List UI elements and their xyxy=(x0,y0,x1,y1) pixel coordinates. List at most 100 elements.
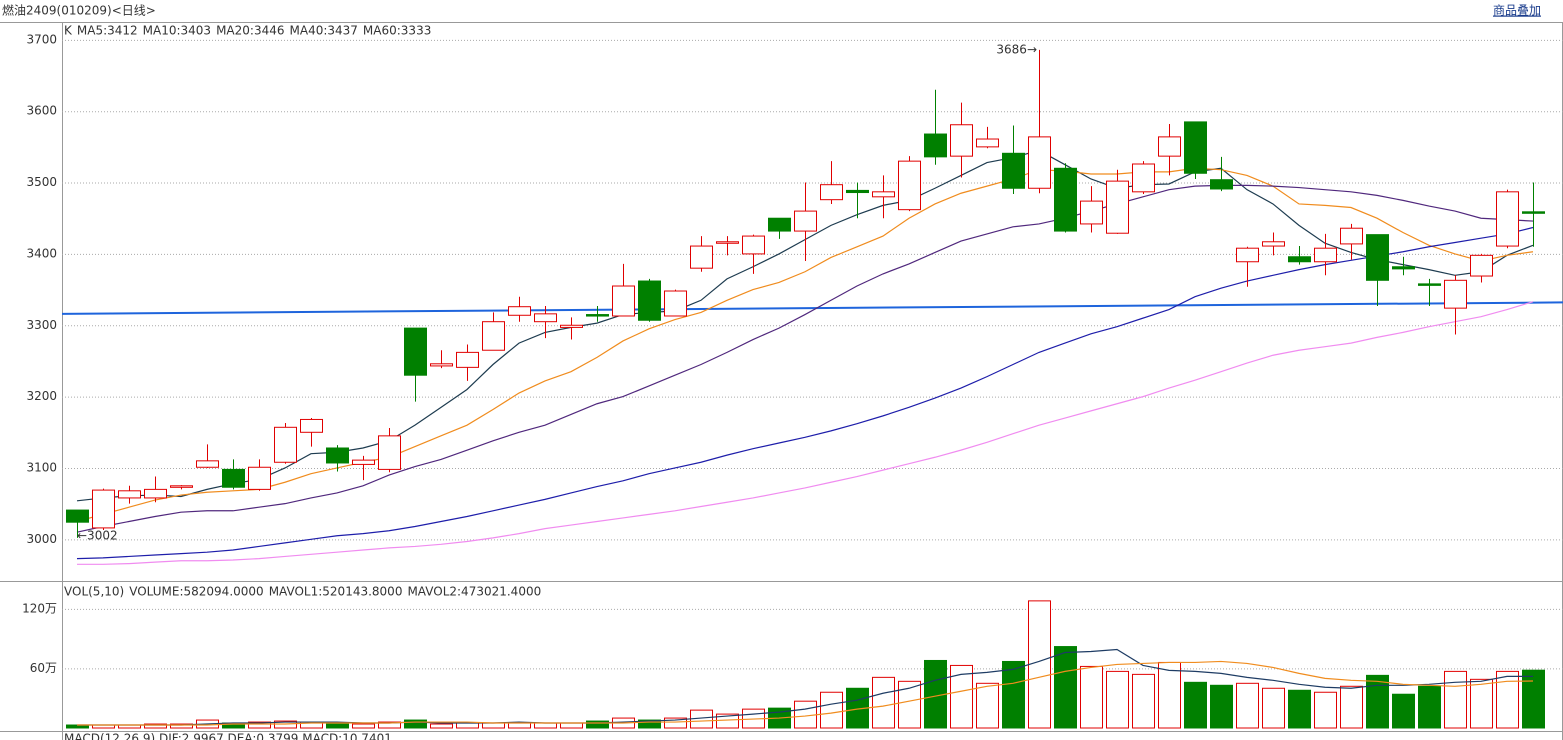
volume-bar xyxy=(1418,685,1441,729)
volume-bar xyxy=(664,717,687,729)
volume-bar xyxy=(1496,670,1519,729)
volume-bar xyxy=(326,723,349,729)
volume-bar xyxy=(430,723,453,729)
candle-body xyxy=(1080,200,1103,225)
candle-body xyxy=(794,210,817,232)
candle-body xyxy=(1444,279,1467,309)
candle-body xyxy=(482,321,505,351)
volume-bar xyxy=(1054,646,1077,729)
y-tick-label: 3000 xyxy=(26,532,57,546)
candle-body xyxy=(872,191,895,198)
candle-body xyxy=(950,124,973,157)
candle-body xyxy=(352,459,375,465)
candle-body xyxy=(1340,227,1363,245)
volume-bar xyxy=(638,719,661,729)
volume-bar xyxy=(1340,685,1363,729)
candle-body xyxy=(534,313,557,323)
candle-body xyxy=(326,447,349,464)
volume-bar xyxy=(1366,674,1389,729)
ma-line xyxy=(76,167,1534,523)
volume-bar xyxy=(1470,678,1493,729)
candle-body xyxy=(586,314,609,317)
header-title: 燃油2409(010209)<日线> xyxy=(2,3,156,18)
candle-body xyxy=(1522,211,1545,214)
volume-bar xyxy=(586,720,609,729)
ma-line xyxy=(76,184,1534,533)
volume-bar xyxy=(482,722,505,729)
candle-body xyxy=(1028,136,1051,189)
candle-body xyxy=(144,488,167,499)
y-tick-label: 120万 xyxy=(22,601,57,615)
volume-bar xyxy=(1106,670,1129,729)
trend-line xyxy=(61,301,1563,315)
candle-body xyxy=(430,363,453,367)
candle-body xyxy=(1418,283,1441,286)
legend-entry: MA20:3446 xyxy=(216,24,284,38)
volume-bar xyxy=(1314,691,1337,729)
volume-bar xyxy=(1158,661,1181,729)
candle-body xyxy=(742,235,765,255)
ma-line xyxy=(76,226,1534,560)
volume-bar xyxy=(1028,600,1051,729)
candle-body xyxy=(560,324,583,328)
volume-bar xyxy=(1080,665,1103,729)
volume-bar xyxy=(1184,681,1207,729)
volume-bar xyxy=(898,680,921,729)
volume-bar xyxy=(1444,670,1467,729)
volume-bar xyxy=(560,722,583,729)
y-tick-label: 3100 xyxy=(26,460,57,474)
overlay-button[interactable]: 商品叠加 xyxy=(1493,3,1541,18)
candle-body xyxy=(664,290,687,317)
volume-bar xyxy=(976,682,999,729)
candle-body xyxy=(768,217,791,232)
volume-bar xyxy=(170,723,193,729)
candle-body xyxy=(924,133,947,158)
volume-bar xyxy=(1210,684,1233,729)
volume-bar xyxy=(534,722,557,729)
candle-body xyxy=(1496,191,1519,247)
y-tick-label: 3500 xyxy=(26,175,57,189)
candle-body xyxy=(1184,121,1207,174)
legend-entry: MA60:3333 xyxy=(363,24,431,38)
candle-body xyxy=(508,306,531,316)
y-tick-label: 3300 xyxy=(26,318,57,332)
volume-bar xyxy=(1522,669,1545,729)
candle-body xyxy=(248,466,271,490)
ma-line xyxy=(77,301,1534,565)
volume-bar xyxy=(1288,689,1311,729)
candle-body xyxy=(1132,163,1155,193)
volume-bar xyxy=(1392,693,1415,729)
annotation: ←3002 xyxy=(77,528,118,542)
volume-bar xyxy=(1262,687,1285,729)
footer-text: MACD(12,26,9) DIF:2.9967 DEA:0.3799 MACD… xyxy=(64,732,392,740)
candle-body xyxy=(222,468,245,488)
candle-body xyxy=(1470,254,1493,277)
legend-entry: MA5:3412 xyxy=(77,24,138,38)
legend-entry: MAVOL1:520143.8000 xyxy=(269,585,403,599)
legend-entry: VOL(5,10) xyxy=(64,585,124,599)
candle-body xyxy=(274,426,297,463)
candle-body xyxy=(92,489,115,529)
ma-line xyxy=(77,660,1534,726)
volume-bar xyxy=(352,723,375,729)
y-tick-label: 3400 xyxy=(26,246,57,260)
candle-body xyxy=(1002,152,1025,189)
volume-bar xyxy=(872,676,895,729)
y-tick-label: 60万 xyxy=(30,661,57,675)
candle-body xyxy=(1158,136,1181,157)
y-tick-label: 3200 xyxy=(26,389,57,403)
candle-body xyxy=(820,184,843,201)
candle-body xyxy=(170,485,193,488)
candle-body xyxy=(612,285,635,317)
volume-bar xyxy=(248,721,271,729)
ma-line xyxy=(77,648,1533,726)
volume-bar xyxy=(950,664,973,729)
candle-body xyxy=(456,351,479,368)
volume-bar xyxy=(820,691,843,729)
candle-body xyxy=(1054,167,1077,232)
volume-bar xyxy=(144,723,167,729)
candle-body xyxy=(898,160,921,211)
